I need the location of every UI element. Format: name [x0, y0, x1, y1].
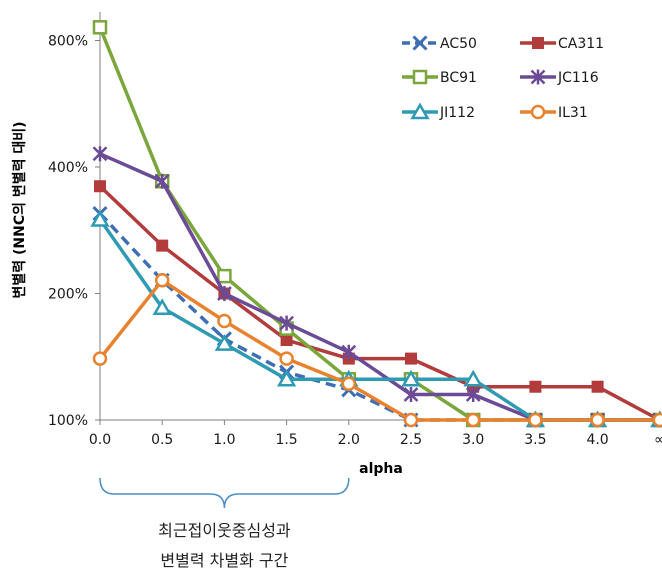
legend-item-ac50: AC50	[402, 35, 477, 52]
data-point-ca311	[405, 352, 417, 365]
legend-marker-ac50	[412, 35, 428, 51]
x-tick-label: 0.0	[89, 432, 111, 448]
series-line-ji112	[98, 218, 660, 422]
legend-item-jc116: JC116	[520, 69, 599, 86]
data-point-ji112	[463, 369, 483, 387]
data-point-ji112	[90, 210, 110, 227]
data-point-jc116	[341, 344, 357, 360]
legend-marker-il31	[530, 104, 546, 120]
legend-marker-bc91	[412, 69, 428, 85]
legend-marker-ca311	[532, 37, 544, 49]
x-axis-title: alpha	[359, 461, 403, 477]
series-line-il31	[98, 278, 660, 422]
x-tick-label: 0.5	[151, 432, 173, 448]
data-point-ji112	[214, 334, 235, 351]
y-tick-label: 200%	[48, 287, 88, 303]
data-point-jc116	[403, 386, 419, 402]
data-point-jc116	[465, 386, 481, 402]
data-point-ji112	[401, 369, 421, 387]
legend-marker-ji112	[410, 102, 430, 120]
data-point-ji112	[152, 298, 172, 315]
data-point-ca311	[591, 380, 604, 393]
legend-label-il31: IL31	[558, 105, 588, 121]
legend-item-ji112: JI112	[402, 102, 475, 121]
data-point-il31	[403, 412, 419, 428]
x-tick-label: 2.0	[338, 432, 360, 448]
x-tick-label: 2.5	[400, 432, 422, 448]
legend-label-ji112: JI112	[439, 105, 475, 121]
x-tick-label: 1.5	[275, 432, 297, 448]
annotation: 최근접이웃중심성과 변별력 차별화 구간	[99, 477, 350, 570]
data-point-ca311	[280, 334, 293, 347]
data-point-bc91	[92, 20, 108, 35]
data-point-ca311	[156, 239, 169, 252]
legend-item-bc91: BC91	[402, 69, 477, 86]
legend-item-ca311: CA311	[520, 36, 604, 52]
data-point-il31	[279, 351, 294, 366]
data-point-jc116	[217, 286, 232, 301]
data-point-jc116	[279, 315, 294, 331]
series-line-ac50	[98, 212, 660, 422]
legend-label-ca311: CA311	[558, 36, 604, 52]
x-tick-label: 4.0	[586, 432, 608, 448]
series-layer	[90, 20, 662, 428]
legend-label-bc91: BC91	[440, 70, 477, 86]
x-tick-label: 3.5	[524, 432, 546, 448]
legend-label-jc116: JC116	[557, 70, 599, 86]
data-point-il31	[528, 412, 543, 428]
data-point-il31	[590, 412, 605, 428]
legend-label-ac50: AC50	[440, 36, 477, 52]
y-tick-label: 100%	[48, 413, 88, 429]
chart-axes: 100% 200% 400% 800% 0.0 0.5 1.0 1.5 2.0 2.5 3.0 3.5…	[48, 12, 662, 448]
data-point-il31	[341, 376, 357, 391]
annotation-brace	[99, 477, 350, 509]
y-tick-label: 400%	[48, 160, 88, 176]
x-tick-label: 3.0	[462, 432, 484, 448]
legend-marker-jc116	[530, 69, 546, 85]
data-point-il31	[217, 313, 232, 329]
data-point-ca311	[94, 180, 106, 193]
series-il31	[92, 273, 662, 428]
data-point-jc116	[92, 146, 108, 162]
data-point-il31	[92, 351, 108, 366]
x-tick-label: ∞	[654, 432, 662, 448]
series-line-ca311	[98, 184, 661, 422]
x-tick-label: 1.0	[213, 432, 235, 448]
data-point-il31	[465, 412, 481, 428]
legend: AC50 CA311 BC91 JC116 JI112 IL31	[402, 35, 604, 121]
data-point-ji112	[276, 369, 297, 387]
data-point-il31	[154, 273, 170, 288]
y-tick-label: 800%	[48, 34, 88, 50]
series-ji112	[90, 210, 662, 428]
data-point-ca311	[529, 380, 542, 393]
data-point-il31	[652, 412, 662, 428]
annotation-line-2: 변별력 차별화 구간	[160, 551, 288, 570]
series-ca311	[94, 180, 662, 426]
annotation-line-1: 최근접이웃중심성과	[158, 521, 291, 540]
legend-item-il31: IL31	[520, 104, 588, 121]
y-axis-title: 변별력 (NNC의 변별력 대비)	[11, 121, 28, 298]
data-point-bc91	[217, 268, 232, 284]
data-point-jc116	[154, 173, 170, 189]
